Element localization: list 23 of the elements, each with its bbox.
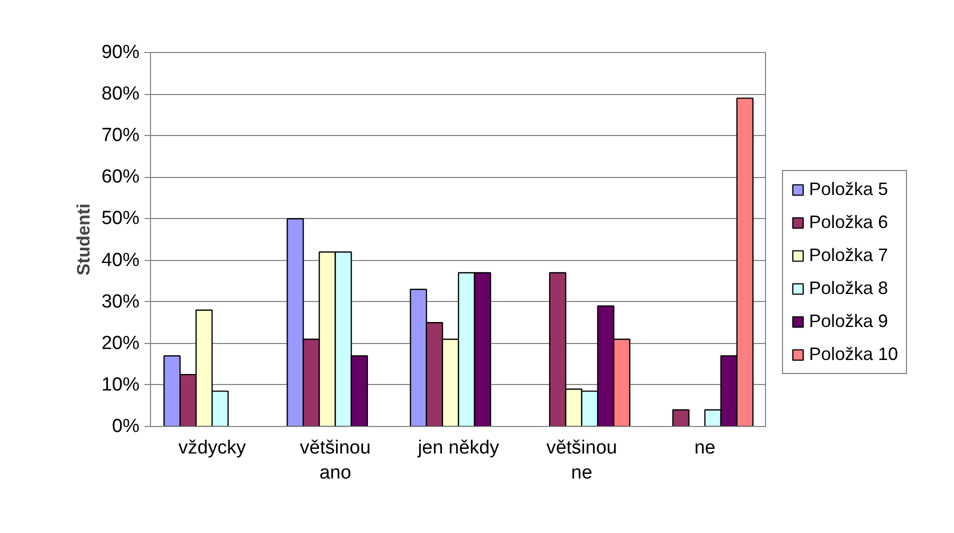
- legend-label: Položka 5: [809, 179, 888, 200]
- bar: [672, 409, 690, 426]
- y-tick-label: 40%: [101, 250, 140, 271]
- y-tick-label: 30%: [101, 291, 140, 312]
- legend-label: Položka 10: [809, 344, 898, 365]
- y-tick-label: 80%: [101, 84, 140, 105]
- legend-label: Položka 8: [809, 278, 888, 299]
- y-tick-label: 90%: [101, 42, 140, 63]
- y-tick-label: 60%: [101, 166, 140, 188]
- y-tick-label: 10%: [101, 374, 140, 396]
- legend-label: Položka 7: [809, 245, 888, 266]
- x-tick-label: jen někdy: [416, 438, 500, 458]
- x-tick-label: většinou ne: [546, 438, 618, 484]
- y-tick-label: 50%: [101, 208, 140, 230]
- legend-label: Položka 6: [809, 212, 888, 233]
- x-tick-label: většinou ano: [300, 438, 371, 484]
- x-tick-label: ne: [694, 438, 716, 458]
- legend-label: Položka 9: [809, 311, 888, 332]
- y-tick-label: 20%: [101, 332, 140, 354]
- y-tick-label: 70%: [101, 125, 140, 146]
- y-tick-label: 0%: [112, 416, 140, 437]
- x-tick-label: vždycky: [178, 438, 246, 458]
- y-axis-title: Studenti: [73, 203, 94, 276]
